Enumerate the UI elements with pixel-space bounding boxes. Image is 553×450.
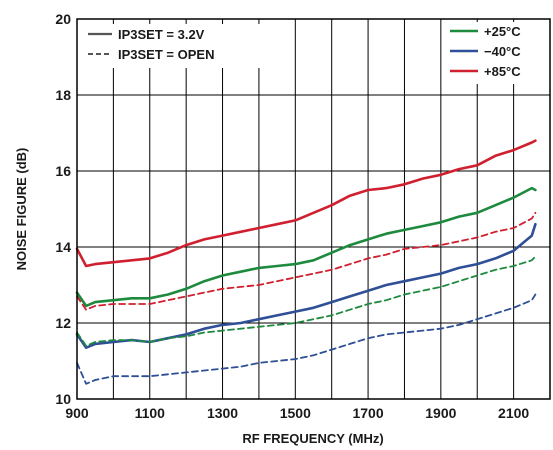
x-tick-label: 1900 <box>425 405 456 421</box>
series-line-plus25-dashed <box>76 255 537 347</box>
y-tick-label: 18 <box>55 87 71 103</box>
legend-temperature-label: +25°C <box>484 24 521 39</box>
series-line-plus85-solid <box>75 139 537 268</box>
legend-temperature-label: −40°C <box>484 44 521 59</box>
legend-temperature: +25°C −40°C +85°C <box>443 22 547 84</box>
x-tick-labels: 900 1100 1300 1500 1700 1900 2100 <box>65 405 529 421</box>
x-tick-label: 900 <box>65 405 89 421</box>
series-line-minus40-dashed <box>76 293 537 385</box>
y-tick-label: 20 <box>55 11 71 27</box>
x-tick-label: 2100 <box>498 405 529 421</box>
legend-linestyle-label: IP3SET = OPEN <box>118 47 214 62</box>
plot-frame <box>76 18 551 400</box>
y-tick-label: 12 <box>55 315 71 331</box>
y-tick-label: 16 <box>55 163 71 179</box>
y-axis-label: NOISE FIGURE (dB) <box>14 148 29 271</box>
series-line-plus25-solid <box>75 186 537 308</box>
series-lines <box>75 139 537 385</box>
series-line-plus85-dashed <box>76 211 537 311</box>
legend-temperature-label: +85°C <box>484 64 521 79</box>
legend-linestyle-label: IP3SET = 3.2V <box>118 27 205 42</box>
x-tick-label: 1700 <box>352 405 383 421</box>
x-tick-label: 1500 <box>280 405 311 421</box>
legend-temperature-box <box>443 22 547 84</box>
legend-linestyle: IP3SET = 3.2V IP3SET = OPEN <box>84 24 260 68</box>
x-tick-label: 1100 <box>135 405 166 421</box>
grid <box>77 19 550 399</box>
legend-linestyle-box <box>84 24 260 68</box>
y-tick-label: 14 <box>55 239 71 255</box>
x-tick-label: 1300 <box>207 405 238 421</box>
y-tick-label: 10 <box>55 391 71 407</box>
y-tick-labels: 10 12 14 16 18 20 <box>55 11 71 407</box>
x-axis-label: RF FREQUENCY (MHz) <box>242 431 383 446</box>
